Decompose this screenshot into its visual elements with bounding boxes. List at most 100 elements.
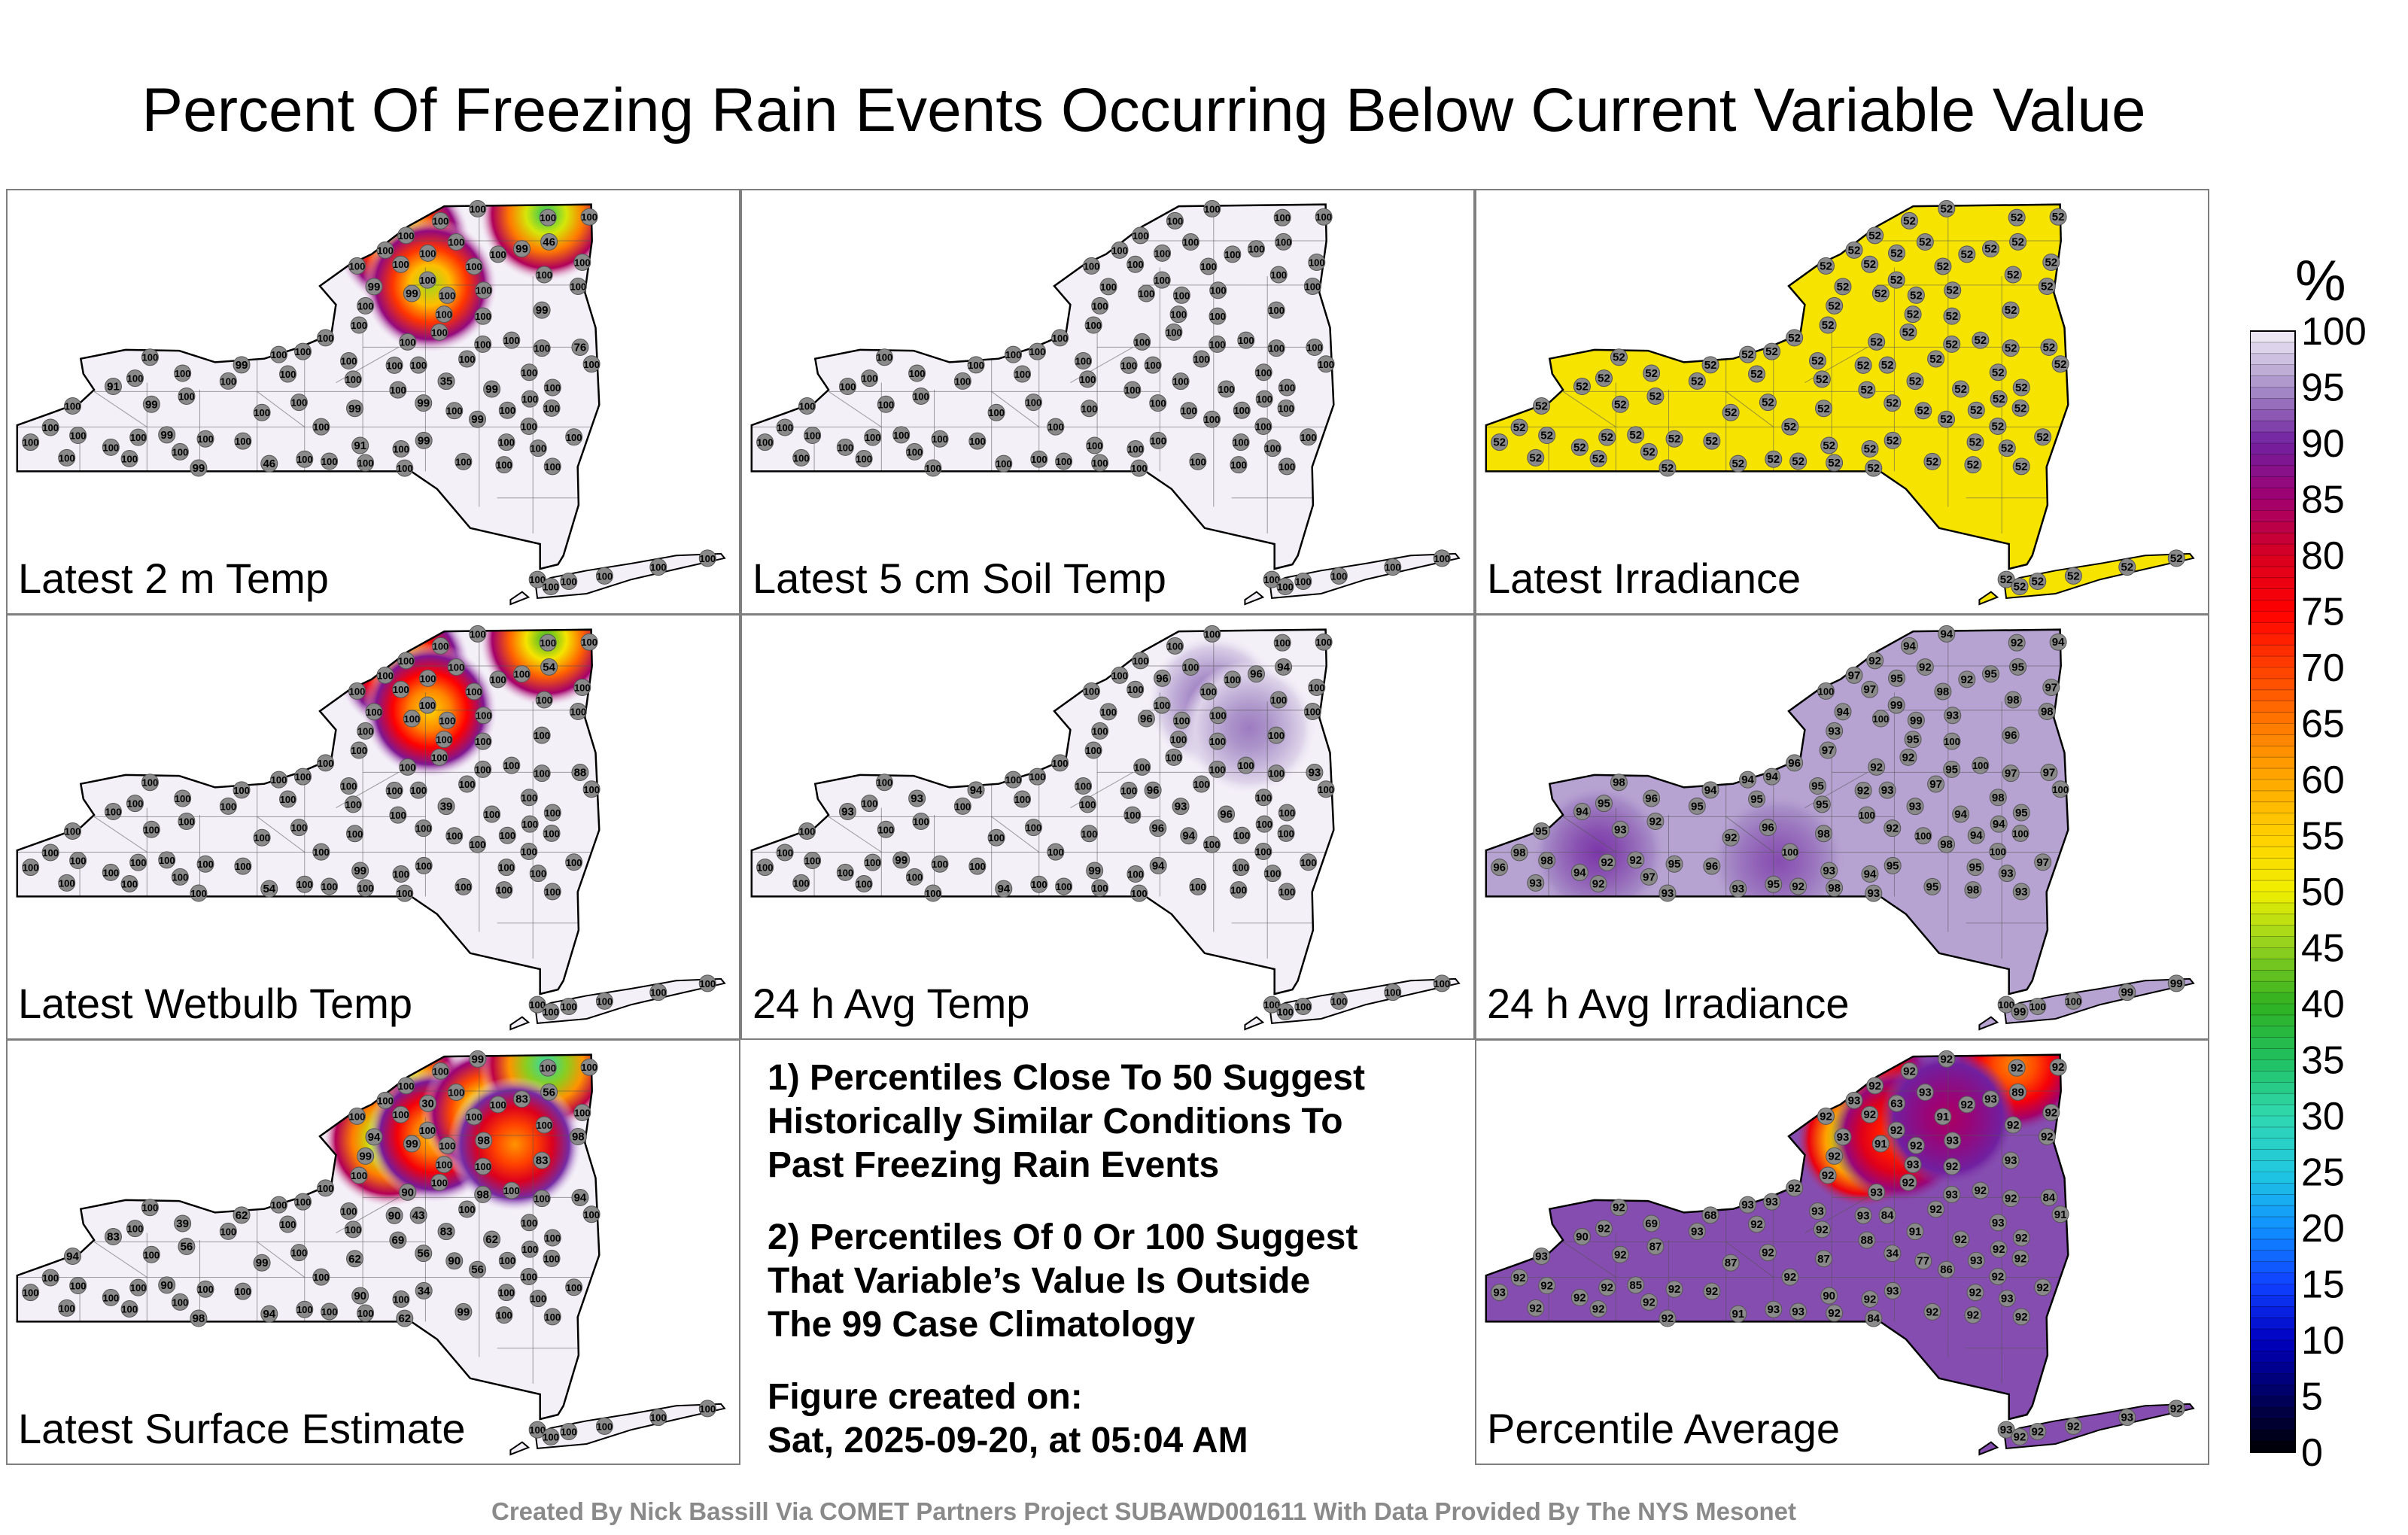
station-marker: 100 [953,797,971,815]
station-marker: 98 [1826,879,1844,897]
station-dot [495,1306,513,1324]
station-value: 92 [1974,1184,1987,1197]
station-marker: 92 [1861,1105,1879,1123]
station-value: 100 [544,886,561,898]
station-marker: 91 [1729,1305,1747,1323]
station-value: 100 [1209,339,1226,350]
station-marker: 100 [565,1278,583,1296]
station-marker: 92 [2034,1278,2052,1296]
station-dot [1865,459,1883,477]
station-value: 54 [263,883,275,895]
station-value: 100 [540,637,556,649]
colorbar-band [2250,611,2295,623]
station-marker: 92 [2004,1116,2022,1134]
station-marker: 100 [376,666,394,684]
station-marker: 52 [1510,418,1528,436]
station-value: 100 [351,320,367,331]
station-marker: 52 [1861,255,1879,273]
colorbar-band [2250,331,2295,343]
state-outline [750,203,1335,570]
station-value: 93 [1662,887,1674,900]
colorbar-band [2250,689,2295,702]
station-value: 100 [529,999,546,1011]
station-value: 92 [1863,1108,1876,1121]
station-dot [253,403,271,421]
colorbar-band [2250,835,2295,847]
station-dot [350,1166,368,1184]
station-dot [2029,1422,2047,1440]
station-marker: 92 [1611,1245,1629,1263]
station-value: 92 [2170,1403,2183,1415]
station-dot [190,884,208,902]
station-marker: 94 [1900,637,1918,655]
station-marker: 100 [804,852,822,870]
station-dot [120,874,138,892]
station-marker: 100 [533,1190,551,1208]
station-marker: 100 [321,1302,339,1321]
station-dot [376,1091,394,1109]
station-value: 100 [503,760,520,771]
station-marker: 100 [389,806,407,824]
station-value: 100 [393,684,409,695]
station-marker: 93 [1826,722,1844,740]
station-value: 52 [1529,451,1542,464]
station-value: 98 [1992,792,2005,804]
station-marker: 100 [565,428,583,446]
colorbar-band [2250,913,2295,926]
colorbar-band [2250,1093,2295,1105]
station-dot [1809,777,1827,795]
station-dot [346,400,364,418]
station-marker: 30 [419,1094,437,1112]
station-dot [1533,822,1551,840]
station-marker: 52 [1573,378,1591,396]
station-value: 52 [1870,336,1883,348]
station-value: 93 [1614,823,1627,836]
station-value: 100 [1204,414,1221,425]
station-value: 100 [856,453,872,464]
station-dot [1165,323,1183,341]
station-marker: 95 [1688,797,1706,815]
station-dot [1263,865,1282,883]
colorbar-band [2250,600,2295,612]
staten-island-outline [1244,1016,1265,1031]
station-dot [2011,1249,2029,1267]
station-marker: 100 [1014,790,1032,808]
station-value: 100 [1127,868,1144,880]
station-dot [1611,1245,1629,1263]
station-marker: 99 [357,1147,375,1165]
station-marker: 100 [357,454,375,472]
station-value: 100 [1170,734,1187,746]
station-value: 100 [393,259,409,270]
station-value: 100 [699,978,716,989]
staten-island-outline [1978,1441,1999,1456]
station-dot [1055,877,1073,895]
station-dot [987,828,1005,847]
station-dot [1267,726,1285,744]
station-dot [469,1260,487,1278]
station-value: 100 [70,430,87,442]
station-value: 100 [291,397,308,409]
station-marker: 100 [344,370,362,388]
station-dot [1826,296,1844,315]
station-dot [1739,345,1757,363]
station-marker: 100 [270,1196,288,1214]
station-value: 100 [1309,257,1325,268]
station-marker: 100 [498,401,516,419]
station-dot [435,1156,453,1174]
station-marker: 52 [2118,558,2136,576]
station-dot [1906,1223,1924,1241]
station-marker: 100 [1029,768,1047,786]
station-dot [2167,1400,2185,1418]
station-dot [1923,1302,1941,1321]
station-value: 95 [1811,780,1824,793]
station-marker: 100 [1254,842,1272,860]
map-latest-2m-temp: 1009910035999999100469176100999991100999… [16,199,726,606]
station-dot [474,1185,492,1203]
station-marker: 93 [1306,764,1324,782]
station-value: 92 [2015,1232,2028,1245]
station-dot [1091,296,1109,315]
station-dot [1938,199,1956,217]
station-marker: 93 [1820,862,1838,880]
station-dot [1510,843,1528,862]
station-value: 100 [925,888,941,899]
